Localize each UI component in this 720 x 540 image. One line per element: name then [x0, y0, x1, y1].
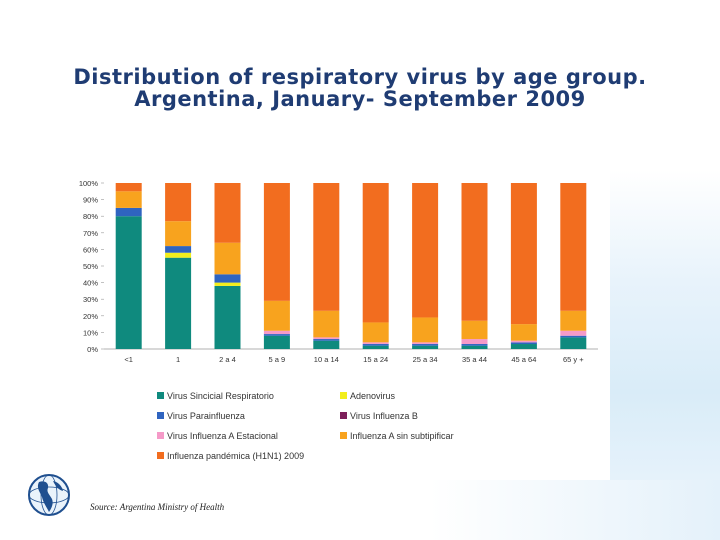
bar-segment [214, 242, 241, 275]
bar-segment [362, 345, 389, 349]
y-tick-label: 50% [83, 262, 98, 271]
legend-label: Influenza pandémica (H1N1) 2009 [167, 451, 304, 461]
x-tick-label: 10 a 14 [314, 355, 339, 364]
y-tick-label: 20% [83, 312, 98, 321]
x-tick-label: 65 y + [563, 355, 584, 364]
bar-segment [115, 207, 142, 217]
bar-segment [263, 335, 290, 349]
bar-segment [313, 340, 340, 349]
x-tick-label: <1 [124, 355, 133, 364]
background-decoration [610, 170, 720, 540]
legend-swatch [340, 392, 347, 399]
legend-swatch [340, 412, 347, 419]
x-tick-label: 25 a 34 [413, 355, 438, 364]
y-tick-label: 10% [83, 328, 98, 337]
y-tick-label: 0% [87, 345, 98, 354]
bar-segment [362, 183, 389, 323]
x-tick-label: 2 a 4 [219, 355, 236, 364]
bar-segment [214, 274, 241, 283]
y-tick-label: 80% [83, 212, 98, 221]
bar-segment [461, 320, 488, 340]
bar-segment [560, 310, 587, 331]
legend-label: Virus Sincicial Respiratorio [167, 391, 274, 401]
bar-segment [263, 334, 290, 336]
bar-segment [510, 344, 537, 349]
x-tick-label: 5 a 9 [269, 355, 286, 364]
title-line-2: Argentina, January- September 2009 [134, 87, 586, 111]
y-tick-label: 60% [83, 245, 98, 254]
bar-segment [412, 342, 439, 345]
legend-swatch [157, 412, 164, 419]
bar-segment [461, 344, 488, 346]
bar-segment [560, 330, 587, 336]
bar-segment [412, 344, 439, 346]
bar-segment [313, 339, 340, 341]
y-tick-label: 30% [83, 295, 98, 304]
bar-segment [165, 252, 192, 258]
legend-label: Adenovirus [350, 391, 396, 401]
bar-segment [510, 183, 537, 325]
globe-logo-icon [28, 474, 70, 516]
legend-swatch [157, 452, 164, 459]
bar-segment [165, 246, 192, 253]
legend-swatch [157, 392, 164, 399]
bar-segment [165, 183, 192, 222]
bar-segment [165, 257, 192, 349]
x-tick-label: 1 [176, 355, 180, 364]
title-line-1: Distribution of respiratory virus by age… [73, 65, 647, 89]
bar-segment [165, 221, 192, 247]
bar-segment [461, 345, 488, 349]
bar-segment [412, 317, 439, 343]
bar-segment [313, 310, 340, 338]
bar-segment [560, 335, 587, 338]
y-tick-label: 40% [83, 279, 98, 288]
bar-segment [412, 183, 439, 318]
x-tick-label: 35 a 44 [462, 355, 487, 364]
bar-segment [115, 191, 142, 208]
y-tick-label: 90% [83, 196, 98, 205]
legend-label: Virus Influenza B [350, 411, 418, 421]
bar-segment [214, 282, 241, 286]
bar-segment [313, 337, 340, 340]
x-tick-label: 15 a 24 [363, 355, 388, 364]
y-tick-label: 100% [79, 179, 99, 188]
bar-segment [362, 322, 389, 343]
legend-label: Virus Parainfluenza [167, 411, 245, 421]
page-title: Distribution of respiratory virus by age… [0, 66, 720, 110]
bar-segment [214, 285, 241, 349]
bar-segment [412, 345, 439, 349]
bar-segment [263, 183, 290, 301]
bar-segment [313, 183, 340, 311]
bar-segment [263, 330, 290, 335]
bar-segment [510, 340, 537, 343]
legend-label: Influenza A sin subtipificar [350, 431, 454, 441]
bar-segment [461, 183, 488, 321]
legend-swatch [340, 432, 347, 439]
bar-segment [115, 183, 142, 192]
legend-swatch [157, 432, 164, 439]
bar-segment [362, 344, 389, 346]
bar-segment [560, 337, 587, 349]
bar-segment [263, 300, 290, 331]
y-tick-label: 70% [83, 229, 98, 238]
bar-segment [560, 183, 587, 311]
background-band [430, 480, 720, 540]
bar-segment [510, 324, 537, 341]
x-tick-label: 45 a 64 [511, 355, 536, 364]
bar-segment [362, 342, 389, 345]
bar-segment [115, 216, 142, 349]
bar-segment [214, 183, 241, 243]
legend-label: Virus Influenza A Estacional [167, 431, 278, 441]
source-note: Source: Argentina Ministry of Health [90, 502, 225, 512]
bar-segment [461, 339, 488, 345]
bar-segment [510, 342, 537, 345]
